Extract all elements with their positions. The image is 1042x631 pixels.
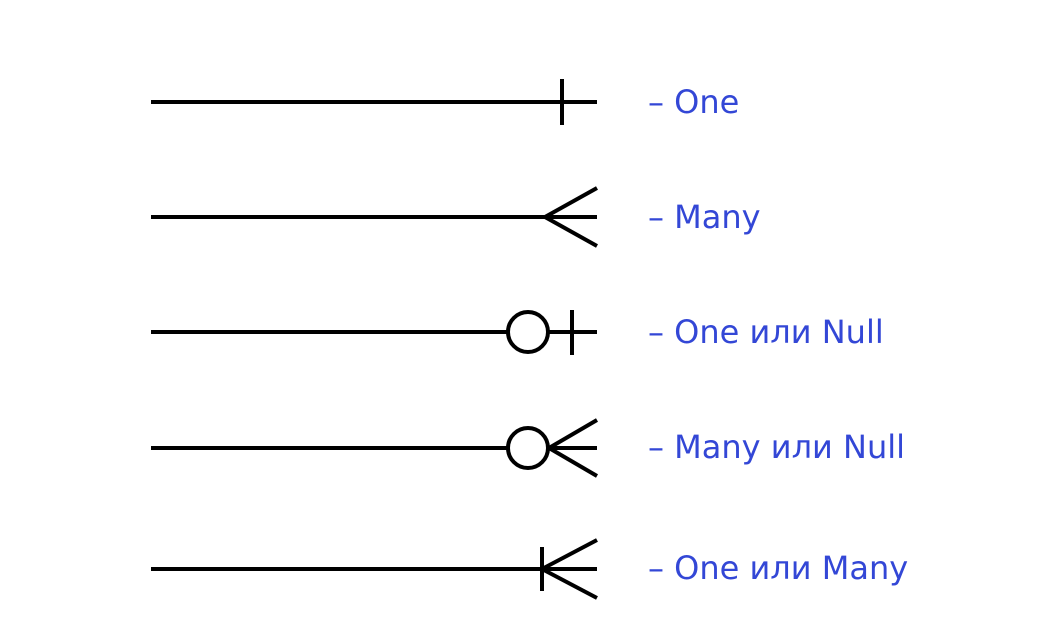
zero-or-one-cardinality-icon <box>151 310 597 355</box>
legend-row-zero-or-many: – Many или Null <box>0 412 1042 482</box>
many-cardinality-icon <box>151 186 598 248</box>
legend-label-zero-or-many: – Many или Null <box>648 428 905 466</box>
legend-row-one: – One <box>0 67 1042 137</box>
one-cardinality-icon <box>151 79 597 125</box>
legend-label-zero-or-one: – One или Null <box>648 313 884 351</box>
legend-label-one: – One <box>648 83 740 121</box>
legend-row-one-or-many: – One или Many <box>0 533 1042 603</box>
legend-row-zero-or-one: – One или Null <box>0 297 1042 367</box>
legend-label-one-or-many: – One или Many <box>648 549 909 587</box>
legend-label-many: – Many <box>648 198 761 236</box>
legend-row-many: – Many <box>0 182 1042 252</box>
zero-or-many-cardinality-icon <box>151 418 599 478</box>
one-or-many-cardinality-icon <box>151 538 598 600</box>
